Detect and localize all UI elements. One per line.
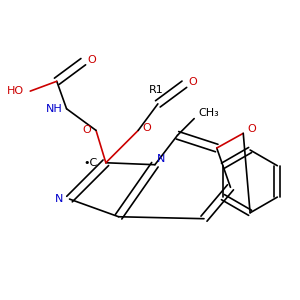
Text: R1: R1 [148, 85, 163, 95]
Text: N: N [55, 194, 64, 204]
Text: NH: NH [46, 104, 63, 114]
Text: O: O [82, 125, 91, 135]
Text: CH₃: CH₃ [198, 108, 219, 118]
Text: O: O [87, 55, 96, 65]
Text: HO: HO [7, 86, 24, 96]
Text: •C: •C [84, 158, 98, 168]
Text: O: O [247, 124, 256, 134]
Text: O: O [142, 123, 151, 134]
Text: O: O [188, 77, 197, 87]
Text: N: N [157, 154, 165, 164]
